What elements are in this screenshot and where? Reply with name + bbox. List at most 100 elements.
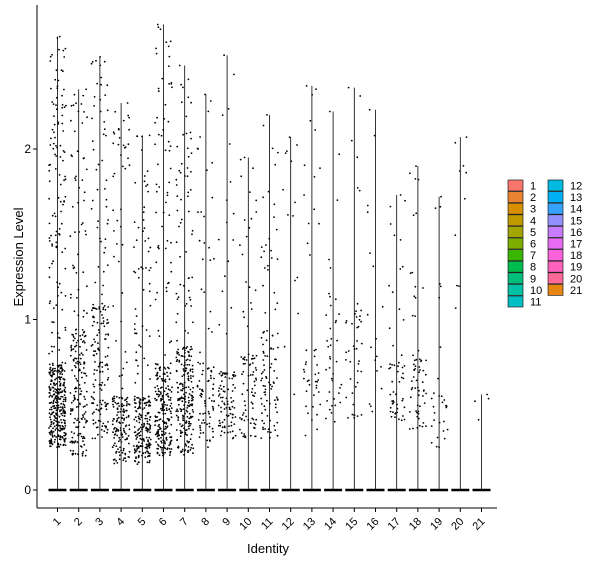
point — [134, 406, 137, 409]
point — [220, 410, 223, 413]
point — [164, 368, 167, 370]
point — [389, 406, 392, 409]
point — [107, 346, 110, 349]
point — [61, 308, 64, 311]
point — [229, 412, 232, 415]
point — [187, 396, 190, 399]
point — [191, 415, 194, 418]
point — [142, 219, 145, 221]
point — [128, 428, 131, 431]
point — [101, 425, 104, 427]
point — [392, 400, 394, 402]
point — [90, 62, 93, 65]
point — [57, 196, 60, 199]
point — [207, 410, 210, 413]
point — [356, 370, 359, 372]
point — [146, 420, 149, 423]
point — [199, 363, 202, 365]
point — [211, 427, 214, 430]
point — [190, 377, 192, 380]
point — [55, 145, 57, 147]
point — [106, 264, 109, 266]
point — [170, 83, 173, 85]
point — [93, 96, 96, 98]
legend-swatch — [507, 249, 524, 261]
point — [182, 86, 184, 89]
point — [416, 404, 419, 407]
point — [59, 382, 62, 385]
point — [134, 449, 137, 452]
point — [186, 440, 189, 442]
point — [359, 315, 361, 318]
point — [165, 290, 168, 293]
point — [58, 364, 61, 366]
point — [64, 419, 66, 422]
point — [170, 340, 173, 343]
point — [189, 131, 192, 134]
point — [73, 396, 76, 399]
point — [422, 395, 424, 397]
point — [317, 379, 320, 381]
point — [49, 383, 52, 386]
point — [416, 426, 419, 429]
point — [274, 429, 277, 431]
point — [162, 378, 164, 380]
point — [170, 407, 173, 409]
point — [329, 110, 331, 113]
point — [264, 393, 267, 396]
point — [105, 405, 107, 407]
point — [74, 177, 76, 180]
legend-item-8: 8 — [507, 260, 536, 274]
point — [57, 396, 60, 399]
point — [188, 296, 191, 299]
point — [52, 390, 55, 392]
point — [92, 419, 95, 422]
point — [411, 271, 414, 274]
point — [48, 371, 51, 374]
point — [164, 380, 167, 383]
point — [265, 244, 267, 246]
point — [241, 253, 244, 256]
point — [155, 183, 158, 186]
point — [486, 393, 488, 396]
point — [185, 251, 188, 253]
point — [190, 380, 193, 383]
point — [188, 427, 190, 430]
point — [326, 340, 328, 342]
point — [139, 444, 142, 447]
point — [55, 404, 58, 407]
point — [179, 408, 182, 410]
point — [232, 383, 235, 386]
point — [189, 368, 192, 371]
point — [243, 433, 246, 435]
point — [70, 410, 72, 412]
point — [75, 341, 78, 344]
point — [142, 425, 145, 428]
point — [202, 369, 204, 372]
point — [184, 369, 187, 372]
point — [137, 276, 140, 279]
point — [49, 300, 52, 302]
point — [438, 395, 440, 397]
point — [59, 156, 62, 158]
point — [48, 396, 51, 398]
point — [57, 79, 60, 82]
point — [254, 423, 257, 426]
point — [255, 379, 258, 381]
point — [191, 276, 194, 279]
point — [73, 432, 76, 435]
point — [169, 454, 171, 456]
point — [54, 367, 56, 370]
point — [64, 175, 66, 178]
point — [133, 323, 136, 325]
point — [48, 240, 51, 242]
legend-item-20: 20 — [547, 272, 582, 285]
point — [178, 360, 181, 363]
point — [187, 386, 190, 388]
point — [52, 402, 54, 405]
point — [304, 434, 307, 437]
point — [239, 158, 242, 161]
point — [158, 394, 161, 396]
point — [283, 345, 286, 348]
point — [355, 310, 357, 312]
